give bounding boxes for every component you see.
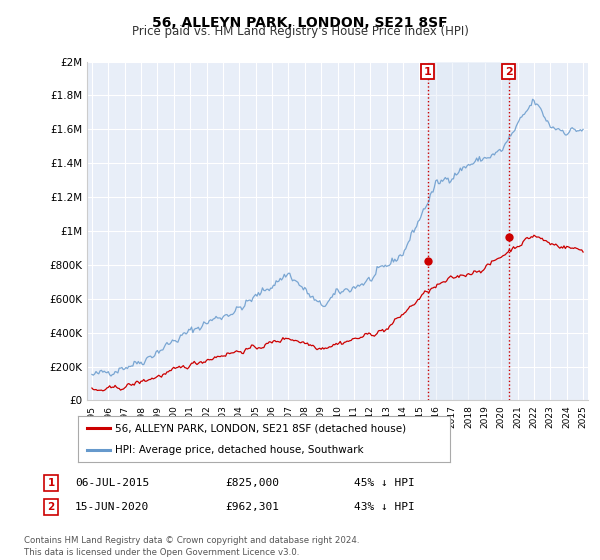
Text: 1: 1: [47, 478, 55, 488]
Text: 1: 1: [424, 67, 431, 77]
Text: 56, ALLEYN PARK, LONDON, SE21 8SF: 56, ALLEYN PARK, LONDON, SE21 8SF: [152, 16, 448, 30]
Bar: [428, 62, 509, 400]
Text: £962,301: £962,301: [225, 502, 279, 512]
Text: HPI: Average price, detached house, Southwark: HPI: Average price, detached house, Sout…: [115, 445, 364, 455]
Text: Price paid vs. HM Land Registry's House Price Index (HPI): Price paid vs. HM Land Registry's House …: [131, 25, 469, 38]
Text: 45% ↓ HPI: 45% ↓ HPI: [354, 478, 415, 488]
Text: 43% ↓ HPI: 43% ↓ HPI: [354, 502, 415, 512]
Text: 2: 2: [47, 502, 55, 512]
Text: Contains HM Land Registry data © Crown copyright and database right 2024.
This d: Contains HM Land Registry data © Crown c…: [24, 536, 359, 557]
Text: £825,000: £825,000: [225, 478, 279, 488]
Text: 06-JUL-2015: 06-JUL-2015: [75, 478, 149, 488]
Text: 15-JUN-2020: 15-JUN-2020: [75, 502, 149, 512]
Text: 56, ALLEYN PARK, LONDON, SE21 8SF (detached house): 56, ALLEYN PARK, LONDON, SE21 8SF (detac…: [115, 423, 406, 433]
Text: 2: 2: [505, 67, 512, 77]
